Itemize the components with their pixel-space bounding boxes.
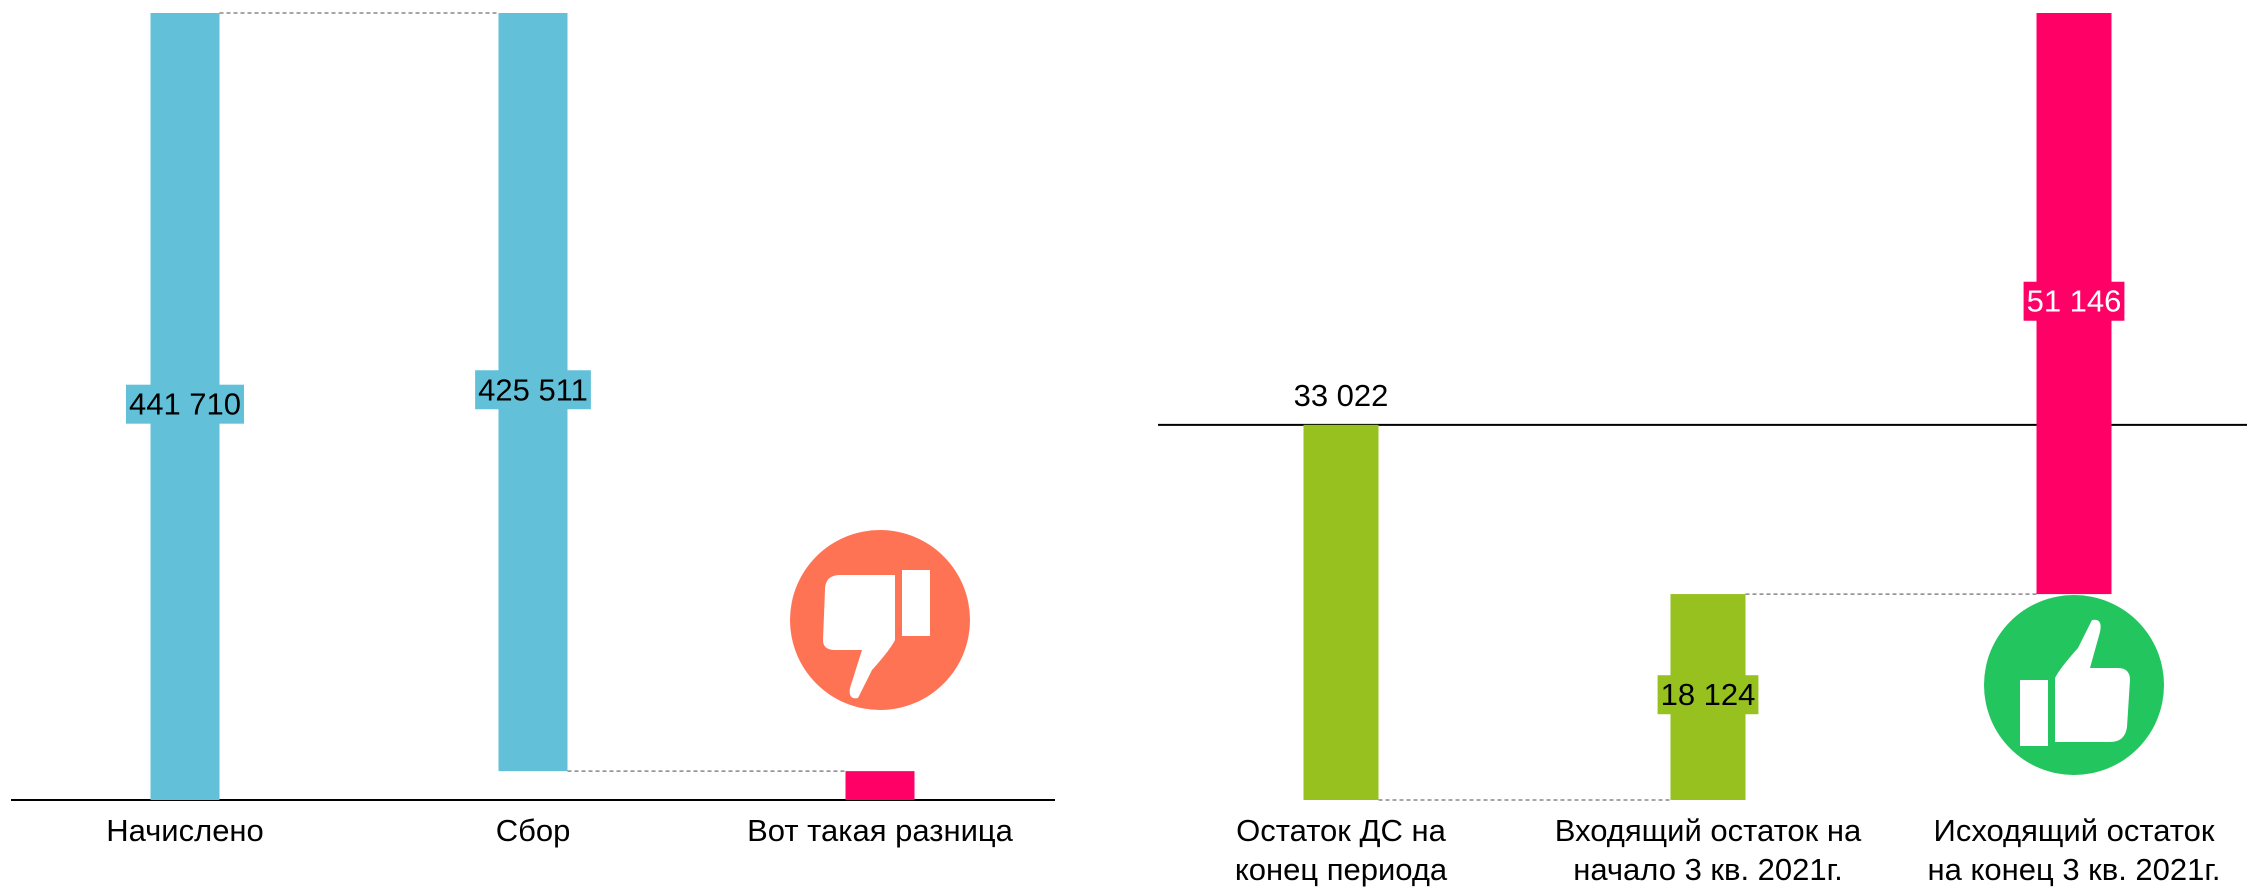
value-label: 33 022 (1294, 378, 1389, 413)
value-label-text: 441 710 (129, 387, 241, 422)
value-label-bg (125, 384, 245, 424)
category-label: Исходящий остаток на конец 3 кв. 2021г. (1927, 813, 2221, 887)
category-label: Начислено (106, 813, 264, 848)
category-label: Остаток ДС на конец периода (1234, 813, 1448, 887)
value-label: 441 710 (125, 384, 245, 424)
value-label-bg (475, 370, 591, 410)
value-label-text: 33 022 (1294, 378, 1389, 413)
value-label: 51 146 (2023, 281, 2125, 321)
value-label: 425 511 (475, 370, 591, 410)
bar (1303, 424, 1379, 800)
category-label: Вот такая разница (747, 813, 1013, 848)
category-label: Сбор (495, 813, 571, 848)
bar (845, 771, 915, 800)
thumbs-up-icon (1984, 595, 2164, 775)
value-label-text: 425 511 (478, 372, 588, 407)
value-label-text: 51 146 (2027, 284, 2122, 319)
thumbs-down-icon (790, 530, 970, 710)
value-label-bg (1657, 675, 1759, 715)
value-label-bg (2023, 281, 2125, 321)
category-label: Входящий остаток на начало 3 кв. 2021г. (1554, 813, 1862, 887)
value-label: 18 124 (1657, 675, 1759, 715)
value-label-text: 18 124 (1661, 677, 1756, 712)
